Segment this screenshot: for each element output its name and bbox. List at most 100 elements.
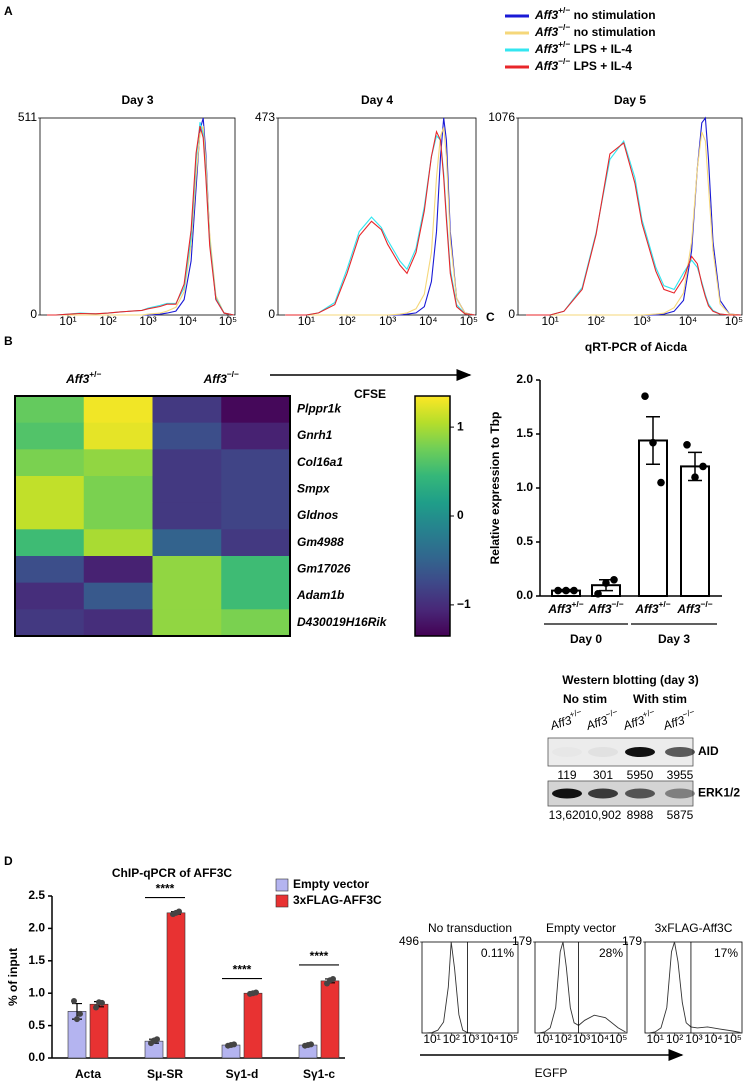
y-tick-label: 0 [508, 307, 515, 321]
data-point [683, 441, 691, 449]
heatmap-cell [152, 556, 222, 584]
histogram-line [47, 117, 234, 316]
heatmap-cell [221, 556, 291, 584]
blot-title: Western blotting (day 3) [562, 673, 698, 687]
x-tick-label: 10⁵ [460, 314, 478, 328]
heatmap-cell [221, 529, 291, 557]
x-tick-label: 10² [666, 1032, 683, 1046]
y-tick-label: 1.5 [516, 426, 533, 440]
heatmap-cell [221, 582, 291, 610]
facet-title: Empty vector [546, 921, 616, 935]
x-tick-label: 10¹ [423, 1032, 440, 1046]
band-quantification: 13,620 [549, 808, 586, 822]
heatmap-cell [83, 476, 153, 504]
histogram-line [47, 125, 234, 316]
histogram-line [649, 941, 741, 1034]
row-label: Col16a1 [297, 455, 343, 469]
histogram-line [526, 141, 741, 316]
colorbar-tick-label: −1 [457, 597, 471, 611]
x-tick-label: 10⁴ [704, 1032, 723, 1046]
blot-band [665, 788, 695, 799]
band-quantification: 119 [557, 768, 576, 782]
heatmap-cell [152, 396, 222, 424]
facet-title: Day 3 [121, 93, 153, 107]
colorbar-tick-label: 1 [457, 419, 464, 433]
colorbar [414, 395, 451, 637]
data-point [641, 392, 649, 401]
y-tick-label: 0 [30, 307, 37, 321]
x-tick-label: 10² [587, 314, 604, 328]
heatmap-cell [221, 609, 291, 637]
data-point [176, 908, 182, 915]
histogram-line [526, 131, 741, 316]
legend-label: 3xFLAG-AFF3C [293, 893, 382, 907]
data-point [308, 1041, 314, 1048]
y-tick-label: 1.0 [28, 985, 45, 999]
heatmap-cell [83, 396, 153, 424]
heatmap-cell [15, 396, 85, 424]
y-tick-label: 179 [622, 934, 642, 948]
data-point [649, 438, 657, 447]
x-tick-label: 10² [338, 314, 355, 328]
significance-label: **** [233, 963, 252, 977]
y-tick-label: 2.0 [28, 921, 45, 935]
x-tick-label: Sμ-SR [147, 1067, 183, 1081]
facet-title: Day 4 [361, 93, 393, 107]
band-quantification: 301 [593, 768, 613, 782]
heatmap-frame [14, 395, 291, 637]
y-tick-label: 1076 [488, 110, 515, 124]
row-label: Gm17026 [297, 562, 351, 576]
lane-label: Aff3+/− [620, 707, 658, 734]
lane-label: Aff3−/− [583, 707, 621, 734]
x-tick-label: 10² [99, 314, 116, 328]
legend-swatch [275, 894, 289, 908]
x-tick-label: Acta [75, 1067, 101, 1081]
heatmap-cell [152, 422, 222, 450]
y-tick-label: 496 [399, 934, 419, 948]
data-point [330, 975, 336, 982]
x-tick-label: 10¹ [541, 314, 558, 328]
bar [166, 912, 186, 1059]
row-label: Gm4988 [297, 535, 344, 549]
blot-band [552, 788, 582, 799]
y-tick-label: 1.5 [28, 953, 45, 967]
x-tick-label: 10⁵ [609, 1032, 627, 1046]
data-point [231, 1041, 237, 1048]
blot-band [588, 747, 618, 757]
heatmap-cell [221, 422, 291, 450]
histogram-line [426, 941, 517, 1034]
x-tick-label: 10³ [379, 314, 396, 328]
x-tick-label: 10⁴ [480, 1032, 499, 1046]
x-tick-label: 10⁵ [219, 314, 237, 328]
y-tick-label: 0.0 [28, 1050, 45, 1064]
column-group-label: Aff3+/− [65, 369, 101, 386]
x-tick-label: 10¹ [59, 314, 76, 328]
data-point [99, 999, 105, 1006]
heatmap-cell [83, 582, 153, 610]
x-tick-label: 10³ [633, 314, 650, 328]
x-tick-label: Sγ1-d [226, 1067, 259, 1081]
x-tick-label: 10⁴ [591, 1032, 610, 1046]
data-point [610, 576, 618, 584]
row-label: Plppr1k [297, 402, 342, 416]
x-tick-label: 10³ [139, 314, 156, 328]
band-quantification: 3955 [667, 768, 694, 782]
blot-band [625, 788, 655, 799]
histogram-line [526, 139, 741, 316]
x-tick-label: 10³ [685, 1032, 702, 1046]
y-axis-label: % of input [6, 948, 20, 1006]
data-point [699, 462, 707, 471]
band-quantification: 5875 [667, 808, 694, 822]
row-label: D430019H16Rik [297, 615, 388, 629]
y-tick-label: 0.0 [516, 588, 533, 602]
heatmap-cell [15, 476, 85, 504]
row-label: Smpx [297, 482, 331, 496]
data-point [562, 586, 570, 595]
data-point [657, 478, 665, 487]
heatmap-cell [15, 449, 85, 477]
histogram-line [285, 129, 475, 316]
x-axis-label: EGFP [535, 1066, 568, 1080]
x-tick-label: 10⁵ [724, 1032, 742, 1046]
data-point [594, 590, 602, 598]
y-tick-label: 1.0 [516, 480, 533, 494]
